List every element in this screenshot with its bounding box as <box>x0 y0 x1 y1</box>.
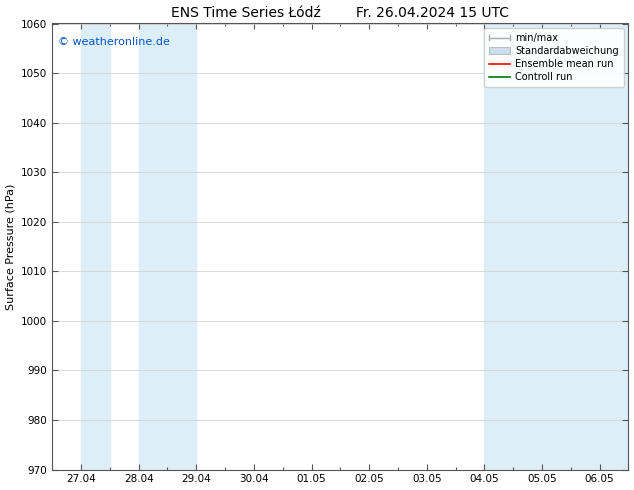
Title: ENS Time Series Łódź        Fr. 26.04.2024 15 UTC: ENS Time Series Łódź Fr. 26.04.2024 15 U… <box>171 5 509 20</box>
Legend: min/max, Standardabweichung, Ensemble mean run, Controll run: min/max, Standardabweichung, Ensemble me… <box>484 28 624 87</box>
Text: © weatheronline.de: © weatheronline.de <box>58 37 170 47</box>
Bar <box>600 24 628 469</box>
Bar <box>139 24 197 469</box>
Bar <box>81 24 110 469</box>
Bar <box>484 24 542 469</box>
Bar <box>542 24 600 469</box>
Y-axis label: Surface Pressure (hPa): Surface Pressure (hPa) <box>6 183 16 310</box>
